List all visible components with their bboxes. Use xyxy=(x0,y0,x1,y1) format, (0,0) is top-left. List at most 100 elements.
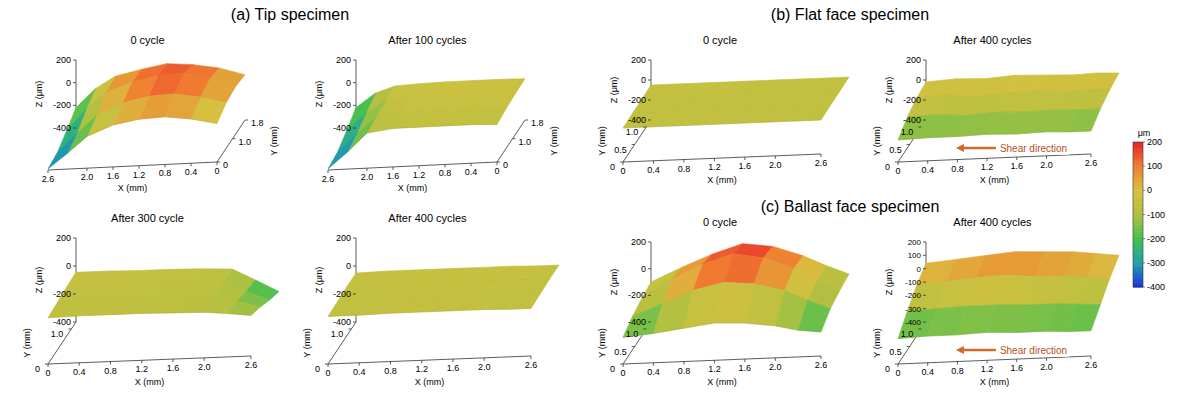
y-tick-label: 1.0 xyxy=(901,329,914,339)
y-axis-title: Y (mm) xyxy=(22,328,32,357)
surface xyxy=(623,77,849,128)
z-tick-label: 0 xyxy=(66,261,71,271)
x-tick-label: 0 xyxy=(214,166,219,176)
y-tick-label: 0 xyxy=(315,364,320,374)
color-bar-tick-label: -200 xyxy=(1147,234,1165,244)
y-tick xyxy=(895,162,898,163)
x-tick xyxy=(1046,156,1047,159)
z-axis-title: Z (μm) xyxy=(609,269,619,296)
x-tick xyxy=(48,170,49,173)
z-tick xyxy=(73,238,76,239)
color-bar-tick xyxy=(1143,238,1145,239)
annotation-text: Shear direction xyxy=(1000,143,1067,154)
y-tick-label: 0 xyxy=(35,364,40,374)
x-tick-label: 1.6 xyxy=(1011,161,1024,171)
x-tick-label: 0.8 xyxy=(678,164,691,174)
surface-contour xyxy=(684,323,714,328)
z-tick xyxy=(923,322,926,323)
surface-contour xyxy=(393,127,419,128)
z-tick-label: 200 xyxy=(906,55,921,65)
x-axis-line xyxy=(623,356,821,364)
z-tick xyxy=(648,100,651,101)
surface-contour xyxy=(419,126,445,127)
x-tick xyxy=(251,356,252,359)
z-tick xyxy=(73,82,76,83)
x-axis-title: X (mm) xyxy=(707,377,737,387)
z-tick xyxy=(923,120,926,121)
surface-contour xyxy=(191,119,217,123)
surface-contour xyxy=(453,310,484,311)
x-tick-label: 0.8 xyxy=(439,168,452,178)
y-tick xyxy=(68,329,71,330)
x-tick xyxy=(927,161,928,164)
color-bar-frame xyxy=(1133,142,1143,287)
z-tick-label: -200 xyxy=(333,100,351,110)
x-tick-label: 0 xyxy=(620,368,625,378)
surface-contour xyxy=(798,120,821,122)
x-axis-title: X (mm) xyxy=(980,377,1010,387)
z-tick xyxy=(923,100,926,101)
surface-contour xyxy=(471,124,497,125)
y-tick-label: 0 xyxy=(610,162,615,172)
z-tick xyxy=(353,294,356,295)
x-tick xyxy=(775,358,776,361)
y-tick xyxy=(918,127,921,128)
z-tick-label: -400 xyxy=(333,317,351,327)
surface xyxy=(328,79,525,169)
y-tick xyxy=(895,364,898,365)
annotation: Shear direction xyxy=(954,142,1069,155)
z-tick xyxy=(353,60,356,61)
annotation-arrow xyxy=(962,147,996,150)
x-tick-label: 0 xyxy=(45,368,50,378)
z-tick xyxy=(73,294,76,295)
y-axis-title: Y (mm) xyxy=(872,328,882,357)
surface xyxy=(48,64,245,169)
group-heading: (b) Flat face specimen xyxy=(771,6,929,23)
surface-cell xyxy=(798,106,830,121)
x-tick xyxy=(898,364,899,367)
surface-contour xyxy=(957,332,987,335)
x-tick xyxy=(497,162,498,165)
surface-contour xyxy=(1046,331,1068,332)
x-tick xyxy=(471,163,472,166)
z-tick-label: -400 xyxy=(333,123,351,133)
y-axis-title: Y (mm) xyxy=(549,126,559,155)
panel-title: After 400 cycles xyxy=(953,216,1032,228)
annotation-bg xyxy=(954,142,1069,155)
color-bar-tick-label: -300 xyxy=(1147,258,1165,268)
z-tick xyxy=(648,242,651,243)
z-tick xyxy=(353,105,356,106)
x-tick xyxy=(452,359,453,362)
x-tick-label: 1.6 xyxy=(1011,363,1024,373)
y-tick-label: 0.5 xyxy=(614,347,627,357)
surface-cell xyxy=(1069,304,1101,331)
y-tick xyxy=(217,162,220,163)
z-tick-label: -200 xyxy=(53,100,71,110)
surface-cell xyxy=(328,134,357,169)
surface-contour xyxy=(110,313,141,314)
x-tick-label: 0 xyxy=(895,166,900,176)
x-tick-label: 1.6 xyxy=(387,171,400,181)
x-axis-line xyxy=(898,356,1091,364)
z-axis-title: Z (μm) xyxy=(609,77,619,104)
surface-cell xyxy=(68,116,97,154)
z-tick-label: -200 xyxy=(905,291,922,300)
x-tick-label: 0.4 xyxy=(647,165,660,175)
x-tick-label: 2.0 xyxy=(769,362,782,372)
y-tick xyxy=(643,127,646,128)
z-tick xyxy=(923,308,926,309)
x-tick xyxy=(683,160,684,163)
surface-cell xyxy=(1069,109,1101,132)
x-tick xyxy=(898,162,899,165)
surface-cell xyxy=(817,77,849,92)
y-tick-label: 0 xyxy=(503,160,508,170)
x-tick xyxy=(653,363,654,366)
x-tick-label: 1.6 xyxy=(167,363,180,373)
z-axis-title: Z (μm) xyxy=(34,81,44,108)
x-tick-label: 0.4 xyxy=(185,167,198,177)
x-tick-label: 1.6 xyxy=(447,363,460,373)
surface-contour xyxy=(390,312,421,313)
x-tick xyxy=(683,362,684,365)
surface-contour xyxy=(775,120,798,122)
annotation-arrowhead xyxy=(956,144,964,152)
